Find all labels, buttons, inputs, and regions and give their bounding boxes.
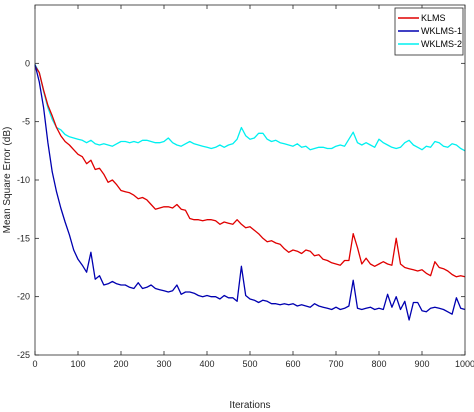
series-line-klms — [34, 65, 466, 278]
x-tick-label: 400 — [199, 359, 214, 369]
plot-area — [35, 5, 465, 355]
x-tick-label: 100 — [70, 359, 85, 369]
y-tick-label: -15 — [17, 233, 30, 243]
x-tick-label: 300 — [156, 359, 171, 369]
series-layer — [34, 64, 466, 321]
y-tick-label: -5 — [22, 117, 30, 127]
ticks-layer: 0 100 200 300 400 500 600 700 800 900 1000 -25 -20 -1… — [17, 5, 474, 369]
y-tick-label: -10 — [17, 175, 30, 185]
legend: KLMS WKLMS-1 WKLMS-2 — [394, 7, 464, 56]
x-axis-title: Iterations — [229, 400, 270, 411]
x-tick-label: 500 — [242, 359, 257, 369]
x-tick-label: 700 — [328, 359, 343, 369]
x-tick-label: 1000 — [455, 359, 474, 369]
y-tick-label: -25 — [17, 350, 30, 360]
x-tick-label: 600 — [285, 359, 300, 369]
x-tick-label: 800 — [371, 359, 386, 369]
x-tick-label: 200 — [113, 359, 128, 369]
y-tick-label: -20 — [17, 292, 30, 302]
legend-label-wklms-2: WKLMS-2 — [421, 39, 462, 49]
x-tick-label: 0 — [32, 359, 37, 369]
x-tick-label: 900 — [414, 359, 429, 369]
y-tick-label: 0 — [25, 58, 30, 68]
series-line-wklms-2 — [34, 64, 466, 152]
series-line-wklms-1 — [34, 64, 466, 321]
legend-label-klms: KLMS — [421, 13, 446, 23]
legend-label-wklms-1: WKLMS-1 — [421, 26, 462, 36]
y-axis-title: Mean Square Error (dB) — [2, 127, 13, 234]
